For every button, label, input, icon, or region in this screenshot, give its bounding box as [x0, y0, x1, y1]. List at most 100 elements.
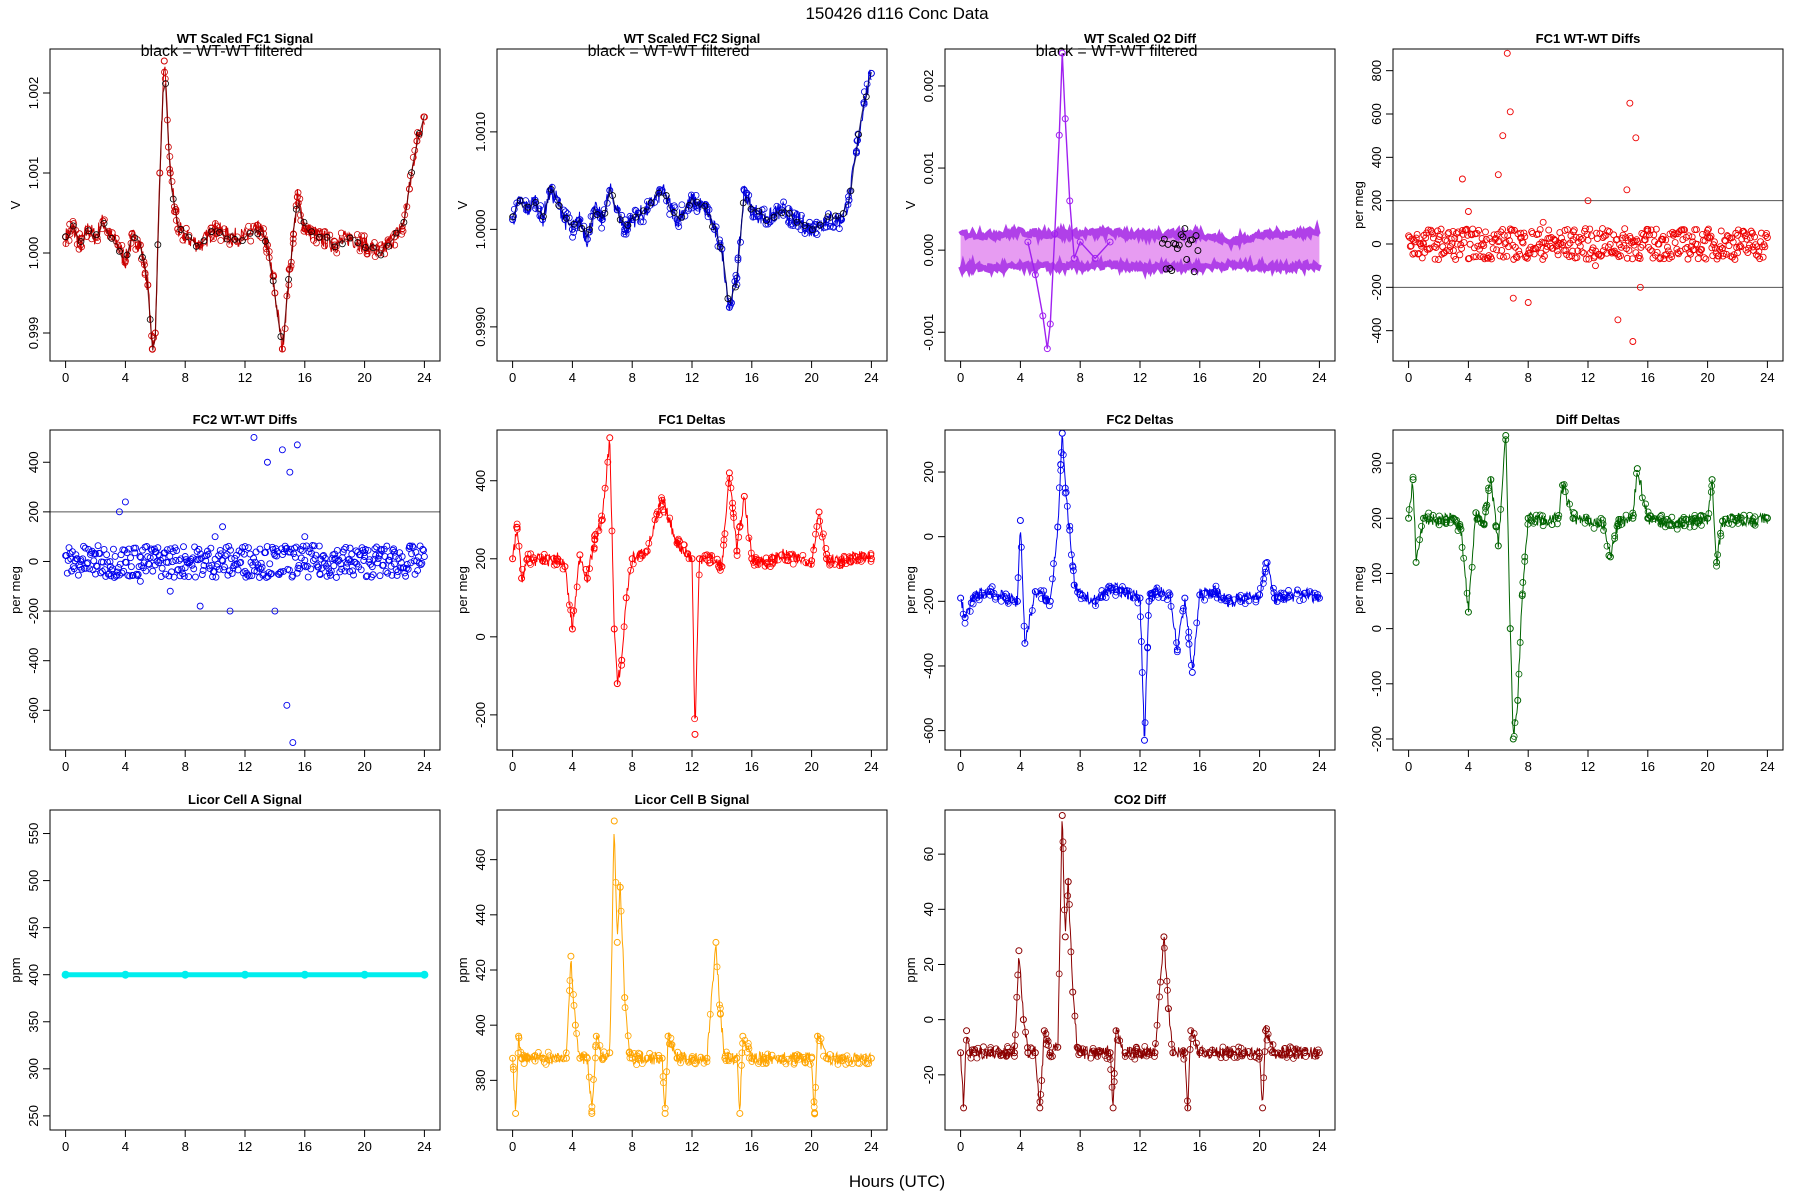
- data-point: [1055, 484, 1063, 492]
- data-point: [621, 994, 629, 1002]
- data-point: [659, 506, 667, 513]
- scatter-point: [1449, 227, 1457, 235]
- data-point: [520, 1060, 528, 1067]
- scatter-point: [137, 553, 145, 561]
- panel-data: [62, 57, 428, 353]
- x-tick-label: 24: [1760, 759, 1774, 774]
- data-point: [1119, 583, 1126, 590]
- data-point: [310, 236, 318, 244]
- data-point: [1454, 527, 1462, 534]
- data-point: [1599, 516, 1607, 524]
- data-point: [716, 561, 724, 569]
- scatter-point: [341, 567, 349, 575]
- data-point: [1043, 345, 1051, 353]
- data-point: [758, 206, 766, 214]
- scatter-point: [1452, 256, 1460, 263]
- data-point: [1657, 515, 1665, 523]
- data-point: [1179, 607, 1187, 615]
- scatter-point: [1573, 254, 1581, 262]
- data-point: [843, 1052, 851, 1060]
- scatter-point: [376, 550, 383, 558]
- data-point: [990, 589, 998, 597]
- data-point: [725, 469, 733, 477]
- data-point: [1256, 591, 1264, 599]
- data-point: [321, 242, 328, 250]
- scatter-point: [1562, 247, 1570, 254]
- data-point: [588, 1107, 596, 1115]
- data-point: [1098, 587, 1106, 594]
- data-point: [221, 229, 228, 237]
- scatter-point: [1580, 249, 1588, 257]
- data-point: [766, 218, 774, 226]
- data-point: [531, 1057, 539, 1065]
- data-point: [606, 434, 614, 442]
- data-point: [1069, 562, 1077, 570]
- data-point: [785, 205, 793, 212]
- scatter-point: [315, 563, 322, 571]
- data-point: [819, 530, 827, 538]
- data-point: [1487, 476, 1495, 484]
- y-tick-label: 40: [921, 902, 936, 916]
- data-point: [658, 501, 666, 508]
- data-point: [583, 574, 591, 582]
- filtered-point: [1194, 247, 1202, 255]
- x-tick-label: 20: [1252, 1139, 1266, 1154]
- filtered-point: [839, 210, 847, 217]
- scatter-point: [87, 549, 95, 557]
- data-point: [1065, 901, 1073, 908]
- scatter-point: [385, 556, 393, 564]
- scatter-point: [1414, 250, 1422, 258]
- filtered-point: [639, 207, 647, 215]
- data-point: [1554, 514, 1562, 522]
- panel-9: Licor Cell A Signal ppm 0 4 8 12 16 20 24 250 300 3…: [8, 792, 441, 1154]
- scatter-point: [370, 555, 378, 563]
- filtered-point: [108, 234, 116, 242]
- scatter-point: [418, 559, 426, 567]
- data-point: [509, 1063, 517, 1071]
- scatter-point: [84, 559, 92, 567]
- data-point: [1571, 510, 1579, 517]
- data-point: [1225, 1051, 1233, 1059]
- data-point: [596, 1042, 604, 1049]
- data-point: [1062, 489, 1070, 496]
- data-point: [572, 221, 580, 229]
- data-point: [1261, 568, 1269, 576]
- filtered-point: [1190, 268, 1198, 276]
- data-point: [1483, 501, 1491, 509]
- data-point: [1463, 589, 1471, 597]
- data-point: [725, 1057, 733, 1065]
- data-point: [121, 970, 130, 979]
- data-point: [733, 547, 741, 555]
- data-point: [1045, 1042, 1052, 1049]
- panel-title: FC2 WT-WT Diffs: [193, 412, 298, 427]
- scatter-point: [1545, 226, 1553, 234]
- x-tick-label: 4: [1017, 1139, 1024, 1154]
- scatter-point: [1420, 240, 1428, 248]
- data-point: [1021, 639, 1029, 647]
- data-point: [570, 1002, 578, 1009]
- scatter-point: [125, 545, 133, 553]
- panel-frame: [49, 809, 441, 1131]
- data-point: [1181, 594, 1189, 602]
- filtered-point: [778, 209, 786, 217]
- data-point: [1590, 524, 1598, 532]
- panel-ylabel: per meg: [1351, 181, 1366, 229]
- data-point: [1185, 640, 1193, 648]
- scatter-point: [1539, 218, 1547, 226]
- scatter-point: [1524, 299, 1532, 306]
- data-point: [512, 1109, 520, 1117]
- data-point: [1633, 469, 1640, 477]
- scatter-point: [1632, 134, 1640, 142]
- data-point: [764, 1050, 772, 1058]
- scatter-point: [1577, 236, 1585, 243]
- data-point: [997, 597, 1005, 605]
- data-point: [620, 623, 628, 631]
- data-point: [1031, 588, 1039, 596]
- panel-title: FC1 Deltas: [658, 412, 725, 427]
- y-tick-label: 0.999: [26, 317, 41, 350]
- scatter-point: [227, 546, 234, 554]
- data-point: [1164, 986, 1171, 994]
- data-point: [1196, 591, 1204, 599]
- data-point: [1480, 520, 1488, 528]
- scatter-point: [1669, 228, 1677, 236]
